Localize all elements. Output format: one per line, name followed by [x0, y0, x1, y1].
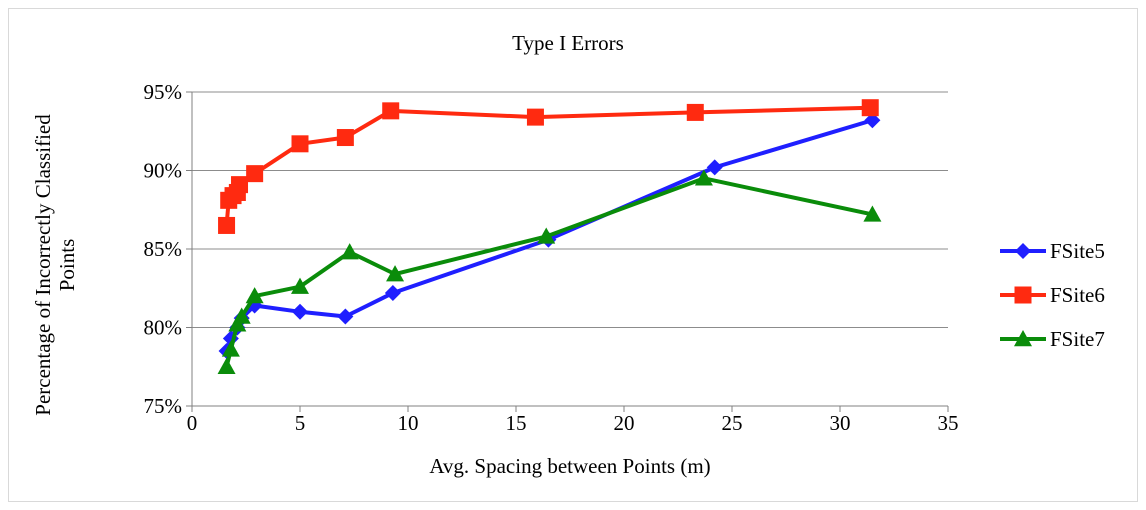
- data-point: [384, 284, 401, 301]
- data-point: [382, 102, 400, 120]
- y-axis-label-group: Percentage of Incorrectly Classified Poi…: [31, 114, 79, 416]
- y-tick-label: 90%: [144, 159, 183, 183]
- data-point: [246, 165, 264, 183]
- data-point: [861, 99, 879, 117]
- data-point: [686, 103, 704, 121]
- legend-item-fsite5: FSite5: [1000, 239, 1105, 263]
- x-tick-label: 5: [295, 411, 306, 435]
- chart-frame: [8, 8, 1138, 502]
- legend-label: FSite7: [1050, 327, 1105, 351]
- gridlines: [192, 91, 948, 328]
- axes: [186, 91, 949, 412]
- series-line: [224, 105, 871, 226]
- series-fsite7: [217, 169, 882, 374]
- legend-item-fsite6: FSite6: [1000, 283, 1105, 307]
- y-tick-label: 85%: [144, 237, 183, 261]
- data-point: [386, 265, 405, 282]
- y-axis-label-line-1: Percentage of Incorrectly Classified: [31, 114, 55, 416]
- data-point: [217, 357, 236, 374]
- data-point: [336, 129, 354, 147]
- data-point: [291, 277, 309, 294]
- data-point: [863, 205, 882, 222]
- data-point: [706, 159, 723, 176]
- data-point: [221, 340, 240, 357]
- x-tick-label: 20: [614, 411, 635, 435]
- data-point: [864, 112, 881, 129]
- x-axis-label: Avg. Spacing between Points (m): [429, 454, 710, 478]
- data-point: [245, 287, 264, 304]
- data-point: [292, 303, 308, 320]
- y-tick-label: 95%: [144, 80, 183, 104]
- legend-marker: [1015, 243, 1031, 259]
- data-point: [537, 227, 556, 244]
- data-point: [231, 176, 249, 194]
- data-point: [232, 307, 251, 324]
- y-tick-label: 80%: [144, 316, 183, 340]
- legend: FSite5 FSite6 FSite7: [1000, 239, 1105, 351]
- x-tick-label: 15: [506, 411, 527, 435]
- legend-item-fsite7: FSite7: [1000, 327, 1105, 351]
- series-layer: [217, 99, 882, 374]
- data-point: [337, 308, 354, 325]
- y-axis-label-line-2: Points: [55, 239, 79, 292]
- data-point: [218, 216, 236, 234]
- x-tick-label: 0: [187, 411, 198, 435]
- legend-marker: [1014, 286, 1032, 304]
- legend-label: FSite6: [1050, 283, 1105, 307]
- x-tick-labels: 0 5 10 15 20 25 30 35: [187, 411, 959, 435]
- series-line: [224, 176, 873, 368]
- legend-label: FSite5: [1050, 239, 1105, 263]
- data-point: [340, 243, 359, 260]
- legend-marker: [1014, 330, 1032, 347]
- x-tick-label: 35: [938, 411, 959, 435]
- x-tick-label: 10: [398, 411, 419, 435]
- y-tick-label: 75%: [144, 394, 183, 418]
- x-tick-label: 25: [722, 411, 743, 435]
- y-tick-labels: 75% 80% 85% 90% 95%: [144, 80, 183, 418]
- x-tick-label: 30: [830, 411, 851, 435]
- data-point: [526, 108, 544, 126]
- chart-title: Type I Errors: [512, 31, 624, 55]
- data-point: [291, 135, 309, 153]
- data-point: [694, 169, 713, 186]
- series-fsite6: [218, 99, 879, 234]
